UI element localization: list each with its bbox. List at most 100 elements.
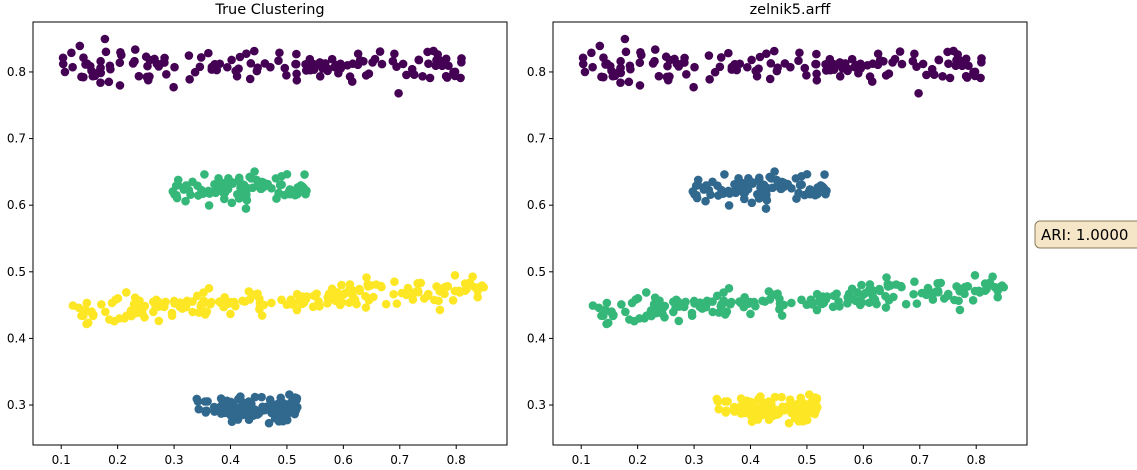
ari-annotation-box bbox=[1034, 220, 1137, 249]
data-point bbox=[394, 88, 403, 98]
data-point bbox=[762, 195, 772, 205]
data-point bbox=[641, 288, 651, 297]
data-point bbox=[407, 64, 417, 74]
data-point bbox=[897, 59, 907, 69]
data-point bbox=[375, 47, 385, 56]
data-point bbox=[58, 53, 68, 63]
data-point bbox=[939, 294, 949, 303]
data-point bbox=[96, 56, 105, 66]
data-point bbox=[377, 59, 387, 69]
data-point bbox=[844, 289, 854, 299]
data-point bbox=[182, 296, 192, 306]
data-point bbox=[769, 46, 779, 56]
data-point bbox=[226, 408, 236, 418]
data-point bbox=[450, 286, 460, 296]
data-point bbox=[299, 295, 309, 304]
data-point bbox=[398, 59, 408, 69]
data-point bbox=[777, 392, 786, 402]
data-point bbox=[348, 59, 358, 69]
ari-annotation: ARI: 1.0000 bbox=[1034, 220, 1137, 249]
data-point bbox=[692, 190, 701, 200]
data-point bbox=[835, 71, 845, 81]
data-point bbox=[277, 172, 286, 181]
data-point bbox=[115, 81, 125, 90]
data-point bbox=[242, 49, 251, 58]
data-point bbox=[754, 173, 764, 183]
y-tick-label: 0.6 bbox=[7, 198, 26, 212]
data-point bbox=[377, 282, 386, 292]
data-point bbox=[301, 189, 310, 199]
data-point bbox=[993, 292, 1003, 302]
data-point bbox=[413, 279, 422, 288]
data-point bbox=[425, 73, 435, 83]
data-point bbox=[77, 72, 86, 82]
data-point bbox=[207, 297, 216, 307]
data-point bbox=[185, 75, 194, 84]
y-tick-label: 0.3 bbox=[7, 398, 26, 412]
data-point bbox=[82, 298, 92, 308]
data-point bbox=[673, 297, 683, 307]
data-point bbox=[933, 287, 942, 297]
data-point bbox=[810, 393, 820, 402]
data-point bbox=[690, 299, 699, 308]
data-point bbox=[882, 273, 891, 282]
data-point bbox=[970, 286, 980, 296]
data-point bbox=[879, 56, 888, 66]
data-point bbox=[772, 66, 782, 76]
data-point bbox=[429, 46, 438, 56]
data-point bbox=[361, 303, 371, 312]
data-point bbox=[234, 173, 244, 183]
data-point bbox=[215, 59, 225, 69]
data-point bbox=[747, 55, 756, 65]
x-tick-label: 0.3 bbox=[165, 453, 184, 467]
data-point bbox=[690, 62, 699, 72]
x-tick-label: 0.8 bbox=[967, 453, 986, 467]
data-point bbox=[713, 191, 723, 200]
y-tick-label: 0.8 bbox=[527, 65, 546, 79]
data-point bbox=[701, 196, 710, 206]
data-point bbox=[204, 201, 214, 210]
data-point bbox=[578, 59, 588, 69]
y-tick-label: 0.6 bbox=[527, 198, 546, 212]
data-point bbox=[873, 49, 883, 59]
data-point bbox=[580, 67, 590, 77]
data-point bbox=[190, 67, 200, 77]
data-point bbox=[787, 298, 796, 308]
data-point bbox=[414, 55, 424, 65]
data-point bbox=[669, 307, 678, 317]
data-point bbox=[430, 295, 439, 305]
data-point bbox=[442, 73, 452, 82]
data-point bbox=[621, 47, 631, 57]
data-point bbox=[733, 183, 742, 192]
data-point bbox=[226, 397, 236, 407]
data-point bbox=[800, 63, 810, 73]
data-point bbox=[682, 69, 691, 79]
data-point bbox=[812, 75, 822, 85]
data-point bbox=[232, 190, 242, 199]
data-point bbox=[337, 280, 346, 290]
data-point bbox=[689, 82, 698, 92]
data-point bbox=[460, 286, 470, 295]
data-point bbox=[720, 397, 730, 406]
data-point bbox=[336, 59, 345, 69]
data-point bbox=[406, 288, 415, 297]
data-point bbox=[315, 71, 325, 81]
data-point bbox=[332, 296, 342, 306]
data-point bbox=[865, 280, 875, 289]
data-point bbox=[188, 307, 197, 317]
data-point bbox=[290, 409, 299, 419]
data-point bbox=[324, 289, 334, 299]
data-point bbox=[810, 409, 819, 419]
data-point bbox=[315, 58, 325, 67]
data-point bbox=[797, 172, 806, 181]
data-point bbox=[223, 62, 232, 72]
data-point bbox=[188, 177, 197, 187]
data-point bbox=[154, 316, 164, 326]
data-point bbox=[620, 34, 630, 44]
data-point bbox=[267, 298, 276, 308]
data-point bbox=[660, 313, 669, 322]
data-point bbox=[797, 180, 806, 189]
x-tick-label: 0.7 bbox=[910, 453, 929, 467]
data-point bbox=[755, 409, 765, 418]
data-point bbox=[245, 74, 255, 84]
